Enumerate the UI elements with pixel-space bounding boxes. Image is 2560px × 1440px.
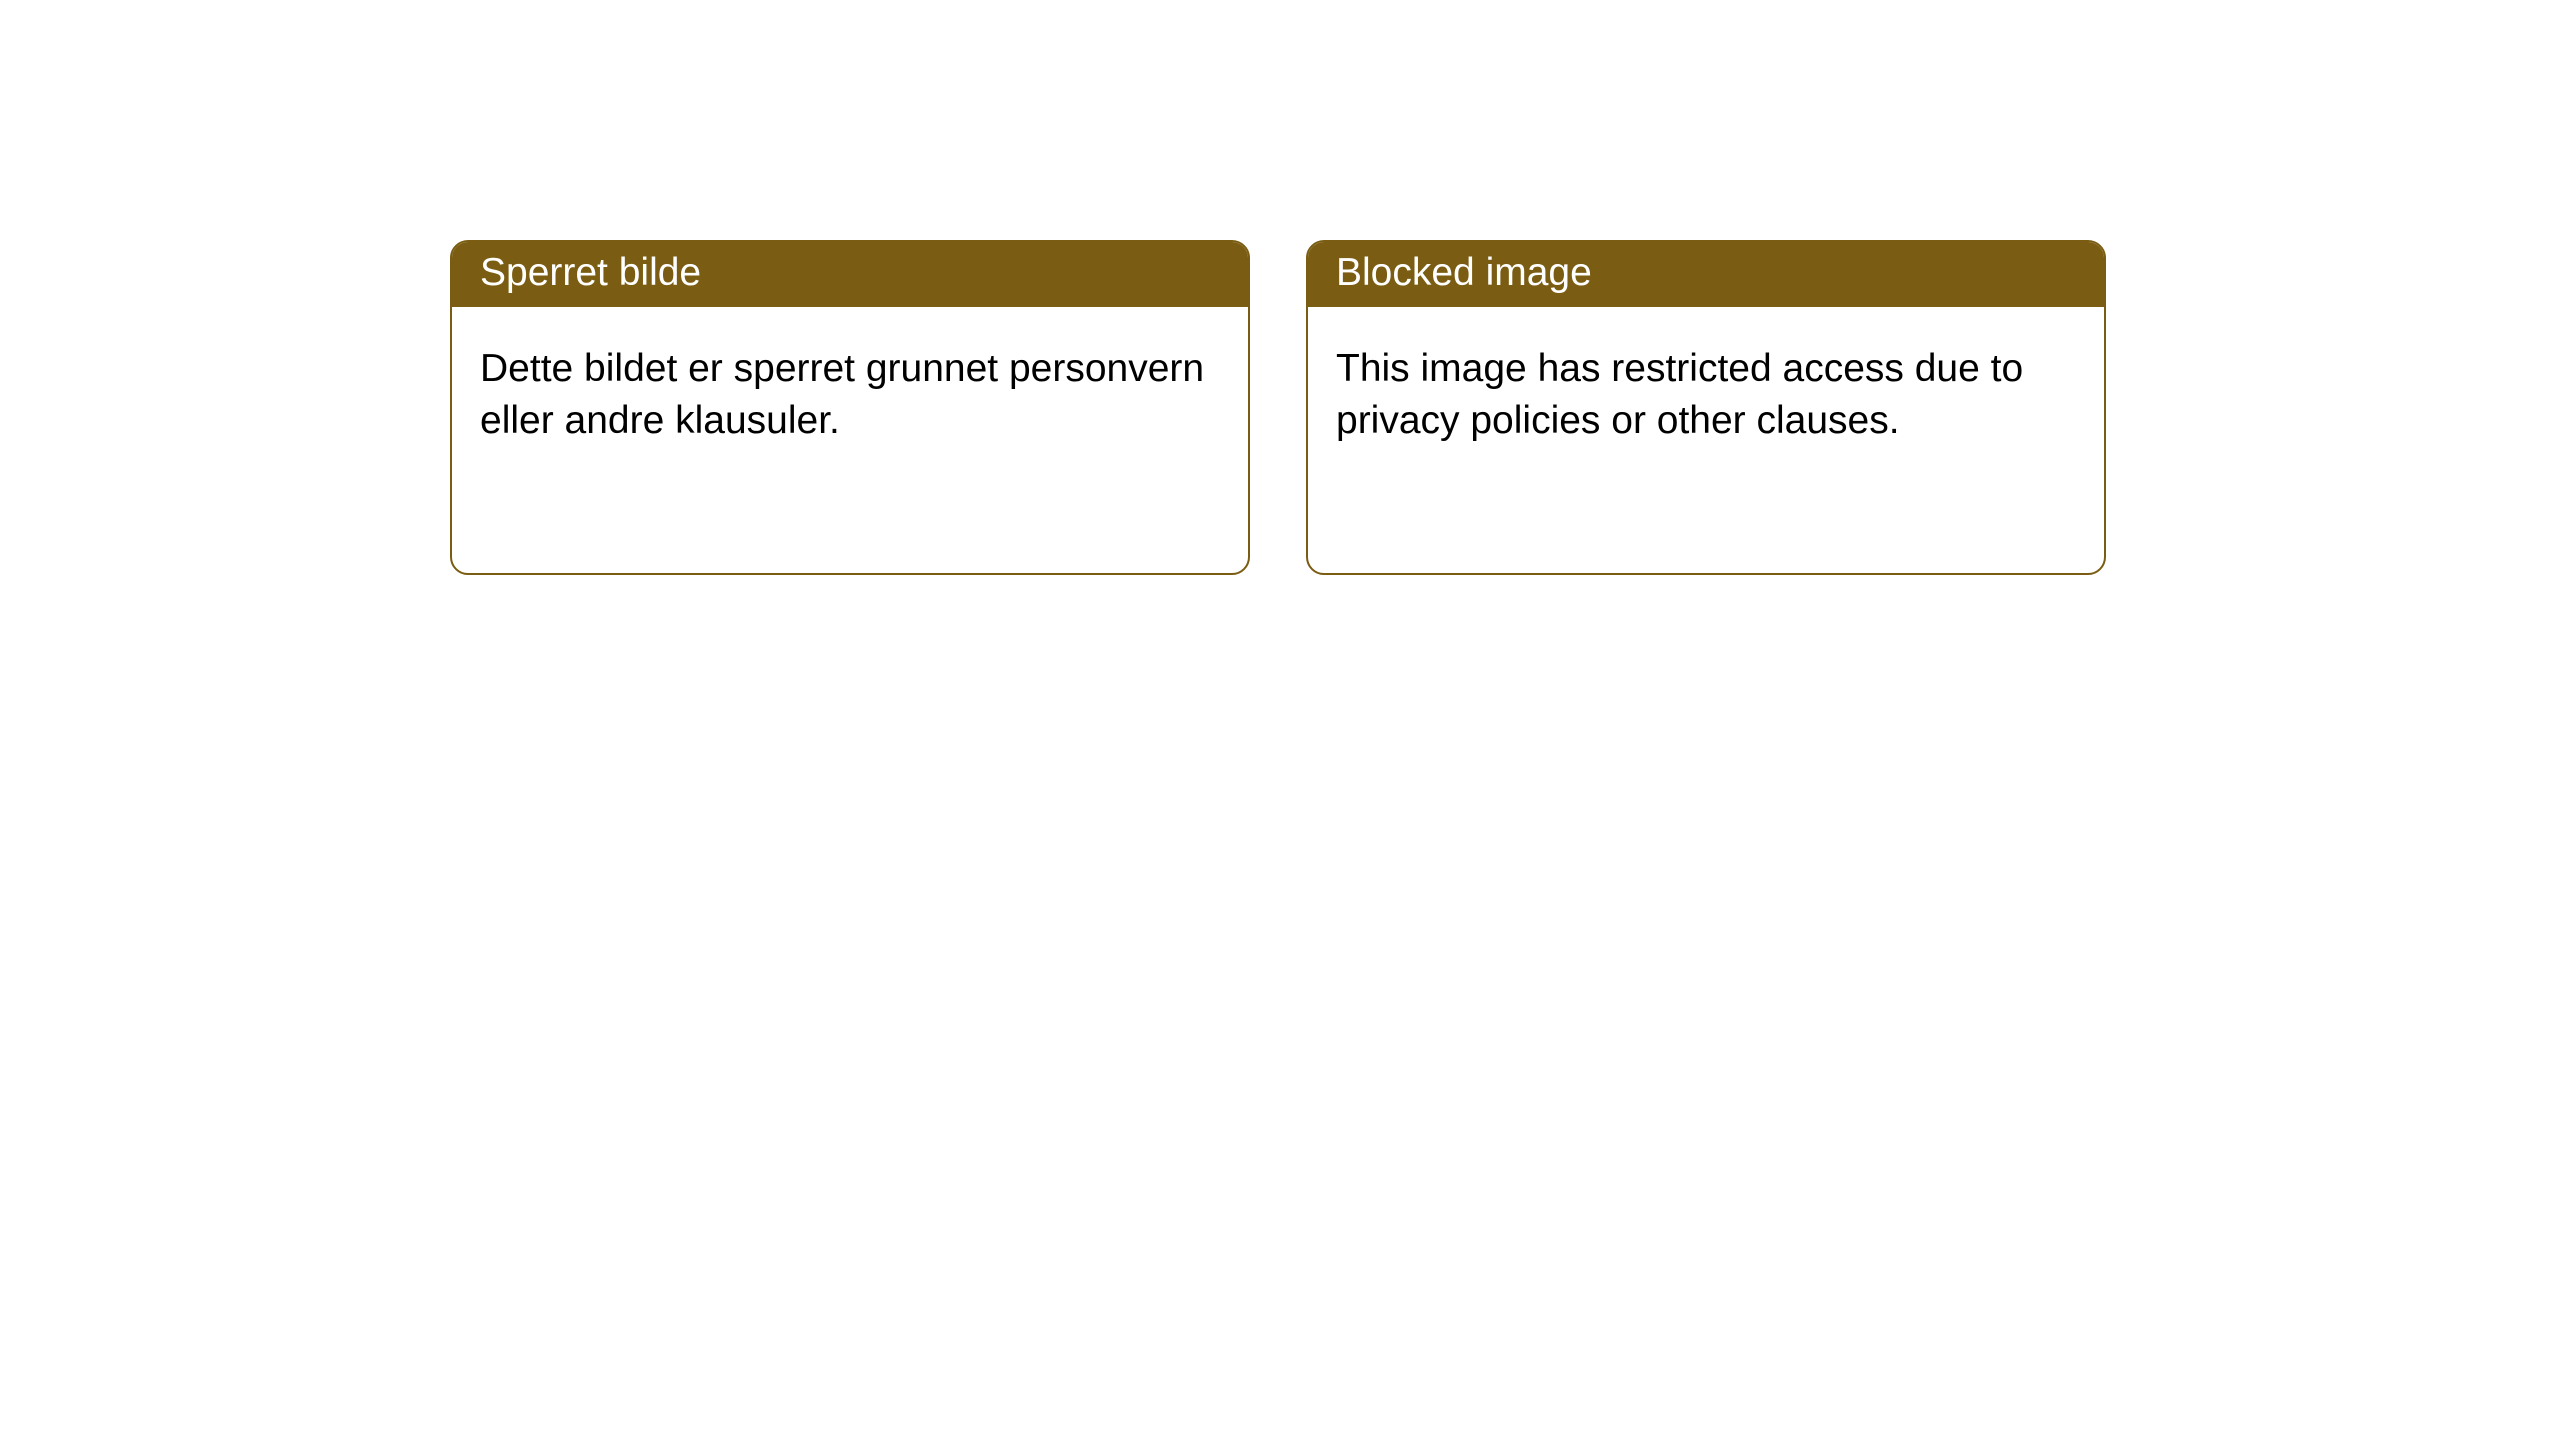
notice-header-english: Blocked image	[1308, 242, 2104, 307]
notice-card-english: Blocked image This image has restricted …	[1306, 240, 2106, 575]
notice-container: Sperret bilde Dette bildet er sperret gr…	[0, 0, 2560, 575]
notice-header-norwegian: Sperret bilde	[452, 242, 1248, 307]
notice-body-norwegian: Dette bildet er sperret grunnet personve…	[452, 307, 1248, 468]
notice-body-english: This image has restricted access due to …	[1308, 307, 2104, 468]
notice-card-norwegian: Sperret bilde Dette bildet er sperret gr…	[450, 240, 1250, 575]
